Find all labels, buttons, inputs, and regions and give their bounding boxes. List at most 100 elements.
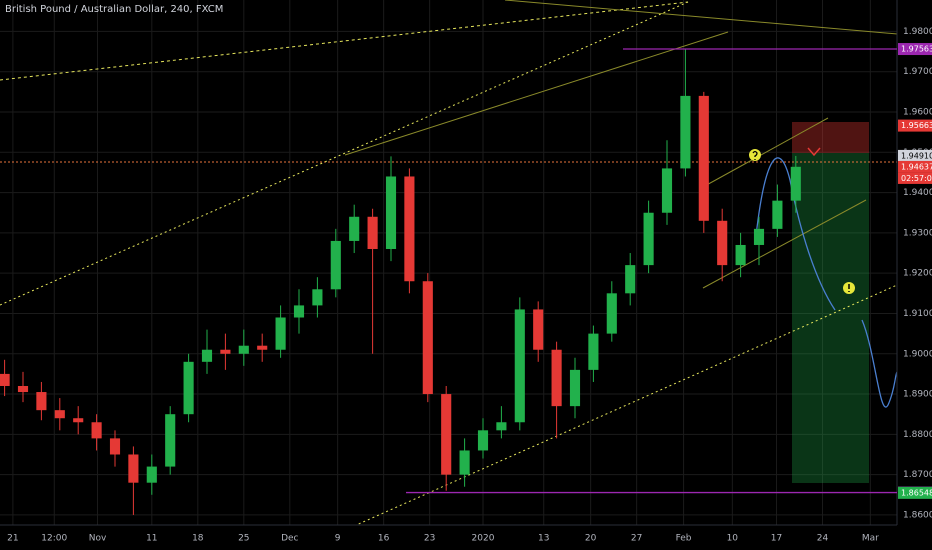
y-tick-label: 1.97000 xyxy=(903,67,932,77)
candle-body xyxy=(735,244,746,266)
candle-body xyxy=(36,392,47,411)
trend-line xyxy=(0,1,689,306)
x-tick-label: Dec xyxy=(281,534,298,544)
candle-body xyxy=(422,281,433,395)
candle-body xyxy=(17,385,29,393)
target-zone xyxy=(792,153,869,483)
x-tick-label: 27 xyxy=(631,534,642,544)
price-marker-label: 1.94637 xyxy=(901,162,932,171)
candle-body xyxy=(441,394,452,475)
stop-zone xyxy=(792,122,869,153)
candle-body xyxy=(717,220,728,266)
candle-body xyxy=(275,317,286,350)
price-marker xyxy=(898,43,932,56)
y-tick-label: 1.88000 xyxy=(903,430,932,440)
y-tick-label: 1.87000 xyxy=(903,470,932,480)
price-marker xyxy=(898,486,932,499)
x-tick-label: 11 xyxy=(146,534,157,544)
candle-body xyxy=(569,369,581,407)
candle-body xyxy=(330,240,341,290)
candle-body xyxy=(312,289,323,306)
price-marker-label: 1.94910 xyxy=(901,151,932,160)
candle-body xyxy=(0,373,10,386)
price-marker-label: 1.97563 xyxy=(901,45,932,54)
candle-body xyxy=(73,418,84,423)
candle-body xyxy=(643,212,654,266)
candle-body xyxy=(293,305,305,318)
price-marker xyxy=(898,119,932,132)
countdown-box xyxy=(898,172,932,184)
candle-body xyxy=(54,410,65,419)
x-tick-label: Feb xyxy=(676,534,692,544)
y-tick-label: 1.86000 xyxy=(903,510,932,520)
price-marker-label: 1.86548 xyxy=(901,488,932,497)
candle-body xyxy=(753,228,765,245)
candle-body xyxy=(551,349,562,407)
x-tick-label: 24 xyxy=(817,534,829,544)
price-marker xyxy=(898,160,932,173)
down-arrow xyxy=(807,147,821,157)
x-tick-label: 13 xyxy=(538,534,549,544)
x-tick-label: 23 xyxy=(424,534,435,544)
candle-body xyxy=(477,430,489,451)
trend-line xyxy=(344,284,898,531)
candle-body xyxy=(772,200,783,229)
x-tick-label: 10 xyxy=(727,534,739,544)
x-tick-label: Mar xyxy=(862,534,879,544)
y-tick-label: 1.98000 xyxy=(903,27,932,37)
trend-line xyxy=(0,1,689,81)
trend-line xyxy=(344,31,729,156)
x-tick-label: 16 xyxy=(378,534,390,544)
x-tick-label: 18 xyxy=(192,534,204,544)
candle-body xyxy=(146,466,157,483)
candle-body xyxy=(588,333,599,370)
candle-body xyxy=(459,450,470,475)
candle-body xyxy=(385,176,397,250)
y-tick-label: 1.89000 xyxy=(903,390,932,400)
x-tick-label: 12:00 xyxy=(41,534,67,544)
candle-body xyxy=(680,95,691,169)
y-tick-label: 1.92000 xyxy=(903,269,932,279)
candles xyxy=(0,49,801,515)
y-tick-label: 1.91000 xyxy=(903,309,932,319)
candle-body xyxy=(220,349,231,354)
x-tick-label: Nov xyxy=(89,534,107,544)
x-tick-label: 2020 xyxy=(472,534,495,544)
candle-body xyxy=(514,309,525,423)
candle-body xyxy=(533,309,544,350)
candle-body xyxy=(404,176,415,282)
trend-line xyxy=(504,0,932,38)
channel-line xyxy=(702,199,867,289)
x-tick-label: 20 xyxy=(585,534,597,544)
candle-body xyxy=(109,438,121,455)
x-tick-label: 21 xyxy=(7,534,18,544)
grid xyxy=(0,0,897,525)
candle-body xyxy=(201,349,213,362)
y-tick-label: 1.90000 xyxy=(903,349,932,359)
candle-body xyxy=(496,422,507,431)
projection-path xyxy=(861,319,898,408)
price-marker xyxy=(898,149,932,162)
candle-body xyxy=(661,168,673,213)
price-marker-label: 1.95663 xyxy=(901,121,932,130)
channel-line xyxy=(702,117,829,188)
x-tick-label: 17 xyxy=(771,534,782,544)
candle-body xyxy=(349,216,360,241)
candle-body xyxy=(790,166,801,201)
chart-title: British Pound / Australian Dollar, 240, … xyxy=(5,4,223,15)
countdown: 02:57:08 xyxy=(901,174,932,183)
x-tick-label: 25 xyxy=(238,534,249,544)
question-glyph xyxy=(752,150,758,160)
question-icon xyxy=(749,149,761,161)
candle-body xyxy=(128,454,139,483)
candle-body xyxy=(367,216,378,250)
candle-body xyxy=(257,345,268,350)
x-tick-label: 9 xyxy=(335,534,341,544)
y-tick-label: 1.94000 xyxy=(903,188,932,198)
candle-body xyxy=(698,95,709,221)
candle-body xyxy=(238,345,249,354)
candle-body xyxy=(91,422,102,439)
projection-path xyxy=(754,157,836,311)
